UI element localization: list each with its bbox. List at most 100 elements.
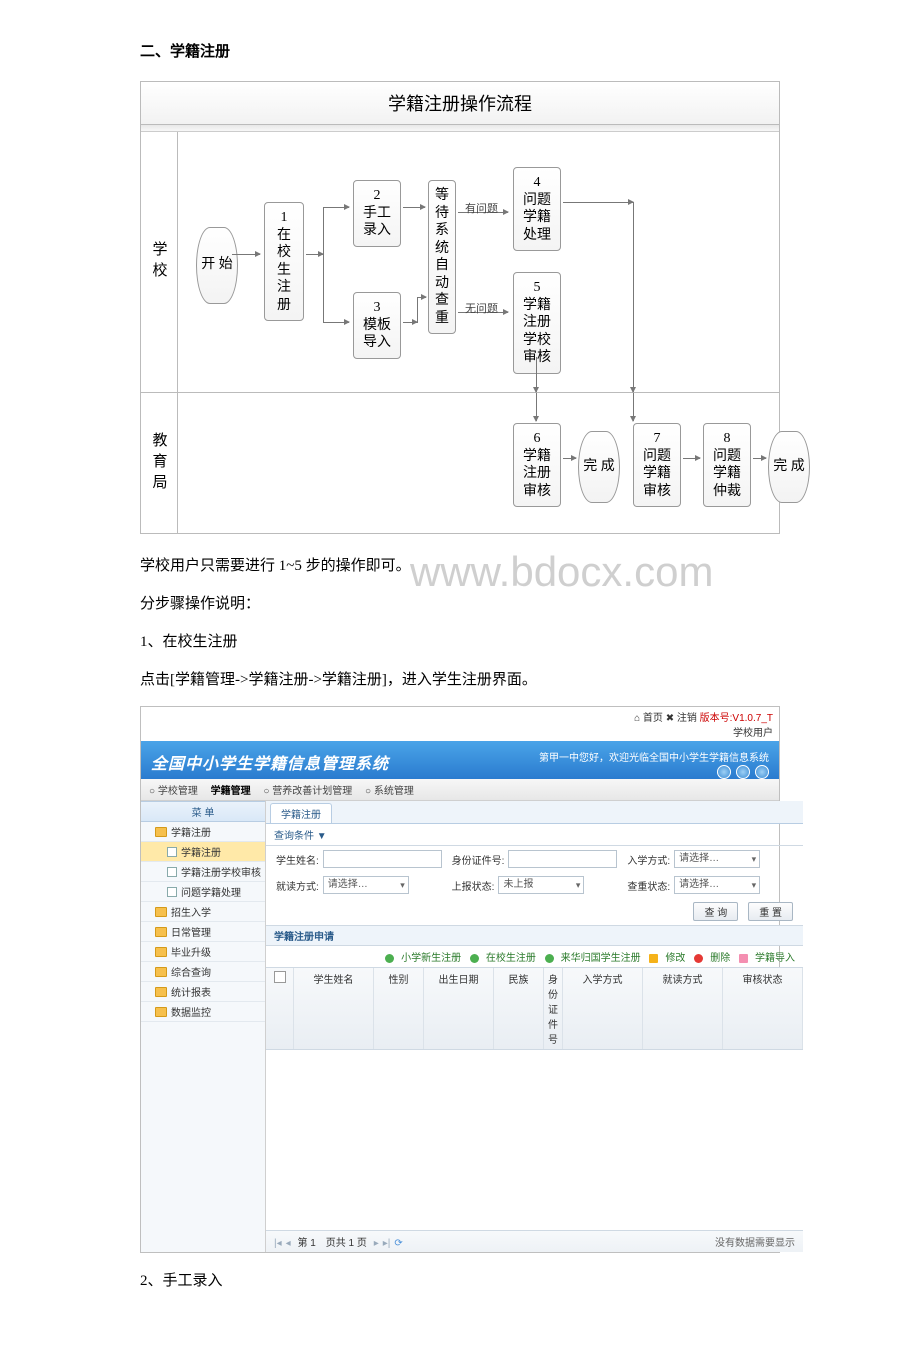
select-all-checkbox[interactable] (274, 971, 286, 983)
sidebar-item[interactable]: 数据监控 (141, 1002, 265, 1022)
sidebar-item[interactable]: 招生入学 (141, 902, 265, 922)
arrow (323, 207, 324, 322)
sidebar-item[interactable]: 统计报表 (141, 982, 265, 1002)
filter-buttons: 查 询 重 置 (266, 898, 803, 925)
action-edit[interactable]: 修改 (649, 953, 685, 964)
node-8-num: 8 (708, 430, 746, 448)
folder-icon (155, 967, 167, 977)
flowchart-separator (141, 125, 779, 132)
menu-item[interactable]: 学籍管理 (211, 786, 251, 797)
menubar: ○ 学校管理 学籍管理 ○ 营养改善计划管理 ○ 系统管理 (141, 779, 779, 801)
filter-row-1: 学生姓名: 身份证件号: 入学方式: 请选择… (266, 846, 803, 872)
circle-icon[interactable] (736, 765, 750, 779)
node-5: 5 学籍 注册 学校 审核 (513, 272, 561, 374)
home-logout-links[interactable]: ⌂ 首页 ✖ 注销 (634, 713, 697, 724)
sidebar-item[interactable]: 学籍注册 (141, 842, 265, 862)
user-role: 学校用户 (147, 724, 773, 739)
arrow (563, 458, 576, 459)
search-button[interactable]: 查 询 (693, 902, 738, 921)
node-4: 4 问题 学籍 处理 (513, 167, 561, 251)
menu-item[interactable]: ○ 营养改善计划管理 (263, 786, 352, 797)
node-3: 3 模板 导入 (353, 292, 401, 359)
node-7-num: 7 (638, 430, 676, 448)
input-name[interactable] (323, 850, 442, 868)
arrow (417, 297, 418, 323)
label-report: 上报状态: (452, 878, 495, 893)
arrow (403, 207, 425, 208)
banner-title: 全国中小学生学籍信息管理系统 (151, 750, 389, 774)
node-1-num: 1 (269, 209, 299, 227)
node-1: 1 在 校 生 注 册 (264, 202, 304, 321)
action-enrolled[interactable]: 在校生注册 (470, 953, 536, 964)
node-7: 7 问题 学籍 审核 (633, 423, 681, 507)
node-1-text: 在 校 生 注 册 (269, 227, 299, 315)
arrow (536, 357, 537, 392)
node-2-num: 2 (358, 187, 396, 205)
step2-title: 2、手工录入 (140, 1269, 780, 1293)
arrow (306, 254, 323, 255)
tab-active[interactable]: 学籍注册 (270, 803, 332, 823)
top-links: ⌂ 首页 ✖ 注销 版本号:V1.0.7_T 学校用户 (141, 707, 779, 741)
label-entry: 入学方式: (627, 852, 670, 867)
arrow (683, 458, 700, 459)
input-id[interactable] (508, 850, 617, 868)
sidebar-item-label: 学籍注册 (171, 824, 211, 839)
sidebar-item-label: 数据监控 (171, 1004, 211, 1019)
sidebar-item-label: 综合查询 (171, 964, 211, 979)
arrow (403, 322, 417, 323)
action-delete[interactable]: 删除 (694, 953, 730, 964)
col: 身份证件号 (544, 968, 563, 1049)
circle-icon[interactable] (717, 765, 731, 779)
sidebar-item-label: 学籍注册学校审核 (181, 864, 261, 879)
action-import[interactable]: 学籍导入 (739, 953, 795, 964)
select-study[interactable]: 请选择… (323, 876, 409, 894)
reset-button[interactable]: 重 置 (748, 902, 793, 921)
menu-item[interactable]: ○ 学校管理 (149, 786, 198, 797)
sidebar-item[interactable]: 学籍注册 (141, 822, 265, 842)
node-wait: 等 待 系 统 自 动 查 重 (428, 180, 456, 334)
arrow (323, 322, 349, 323)
lane-school: 学校 开 始 1 在 校 生 注 册 2 手工 录入 3 模板 导入 等 待 系… (141, 132, 779, 393)
select-entry[interactable]: 请选择… (674, 850, 760, 868)
arrow (323, 207, 349, 208)
tab-row: 学籍注册 (266, 801, 803, 824)
select-report[interactable]: 未上报 (498, 876, 584, 894)
action-new-primary[interactable]: 小学新生注册 (385, 953, 461, 964)
banner-buttons[interactable] (539, 765, 769, 779)
sidebar-item-label: 统计报表 (171, 984, 211, 999)
sidebar-item[interactable]: 学籍注册学校审核 (141, 862, 265, 882)
select-dup[interactable]: 请选择… (674, 876, 760, 894)
flowchart-title: 学籍注册操作流程 (141, 82, 779, 125)
filter-toggle[interactable]: 查询条件 ▼ (266, 824, 803, 846)
node-4-text: 问题 学籍 处理 (518, 192, 556, 245)
sidebar-item[interactable]: 综合查询 (141, 962, 265, 982)
node-5-text: 学籍 注册 学校 审核 (518, 297, 556, 367)
folder-icon (155, 947, 167, 957)
action-returning[interactable]: 来华归国学生注册 (545, 953, 641, 964)
lane-school-body: 开 始 1 在 校 生 注 册 2 手工 录入 3 模板 导入 等 待 系 统 … (178, 132, 779, 392)
node-6-text: 学籍 注册 审核 (518, 448, 556, 501)
node-6-num: 6 (518, 430, 556, 448)
pager: |◂◂ 第 1 页共 1 页 ▸▸|⟳ 没有数据需要显示 (266, 1230, 803, 1252)
flowchart: 学籍注册操作流程 学校 开 始 1 在 校 生 注 册 2 手工 录入 3 模板… (140, 81, 780, 534)
sidebar-item[interactable]: 问题学籍处理 (141, 882, 265, 902)
sidebar-item-label: 日常管理 (171, 924, 211, 939)
node-7-text: 问题 学籍 审核 (638, 448, 676, 501)
welcome-text: 第甲一中您好，欢迎光临全国中小学生学籍信息系统 (539, 752, 769, 765)
label-id: 身份证件号: (452, 852, 505, 867)
node-3-text: 模板 导入 (358, 317, 396, 352)
edge-label-no-issue: 无问题 (465, 300, 498, 316)
sidebar-item-label: 招生入学 (171, 904, 211, 919)
leaf-icon (167, 847, 177, 857)
node-2-text: 手工 录入 (358, 205, 396, 240)
menu-item[interactable]: ○ 系统管理 (365, 786, 414, 797)
sidebar-item-label: 毕业升级 (171, 944, 211, 959)
pager-nav[interactable]: |◂◂ 第 1 页共 1 页 ▸▸|⟳ (274, 1234, 407, 1249)
sidebar-item[interactable]: 毕业升级 (141, 942, 265, 962)
folder-icon (155, 907, 167, 917)
node-start: 开 始 (196, 227, 238, 304)
sidebar-item[interactable]: 日常管理 (141, 922, 265, 942)
folder-icon (155, 987, 167, 997)
circle-icon[interactable] (755, 765, 769, 779)
sidebar-item-label: 学籍注册 (181, 844, 221, 859)
